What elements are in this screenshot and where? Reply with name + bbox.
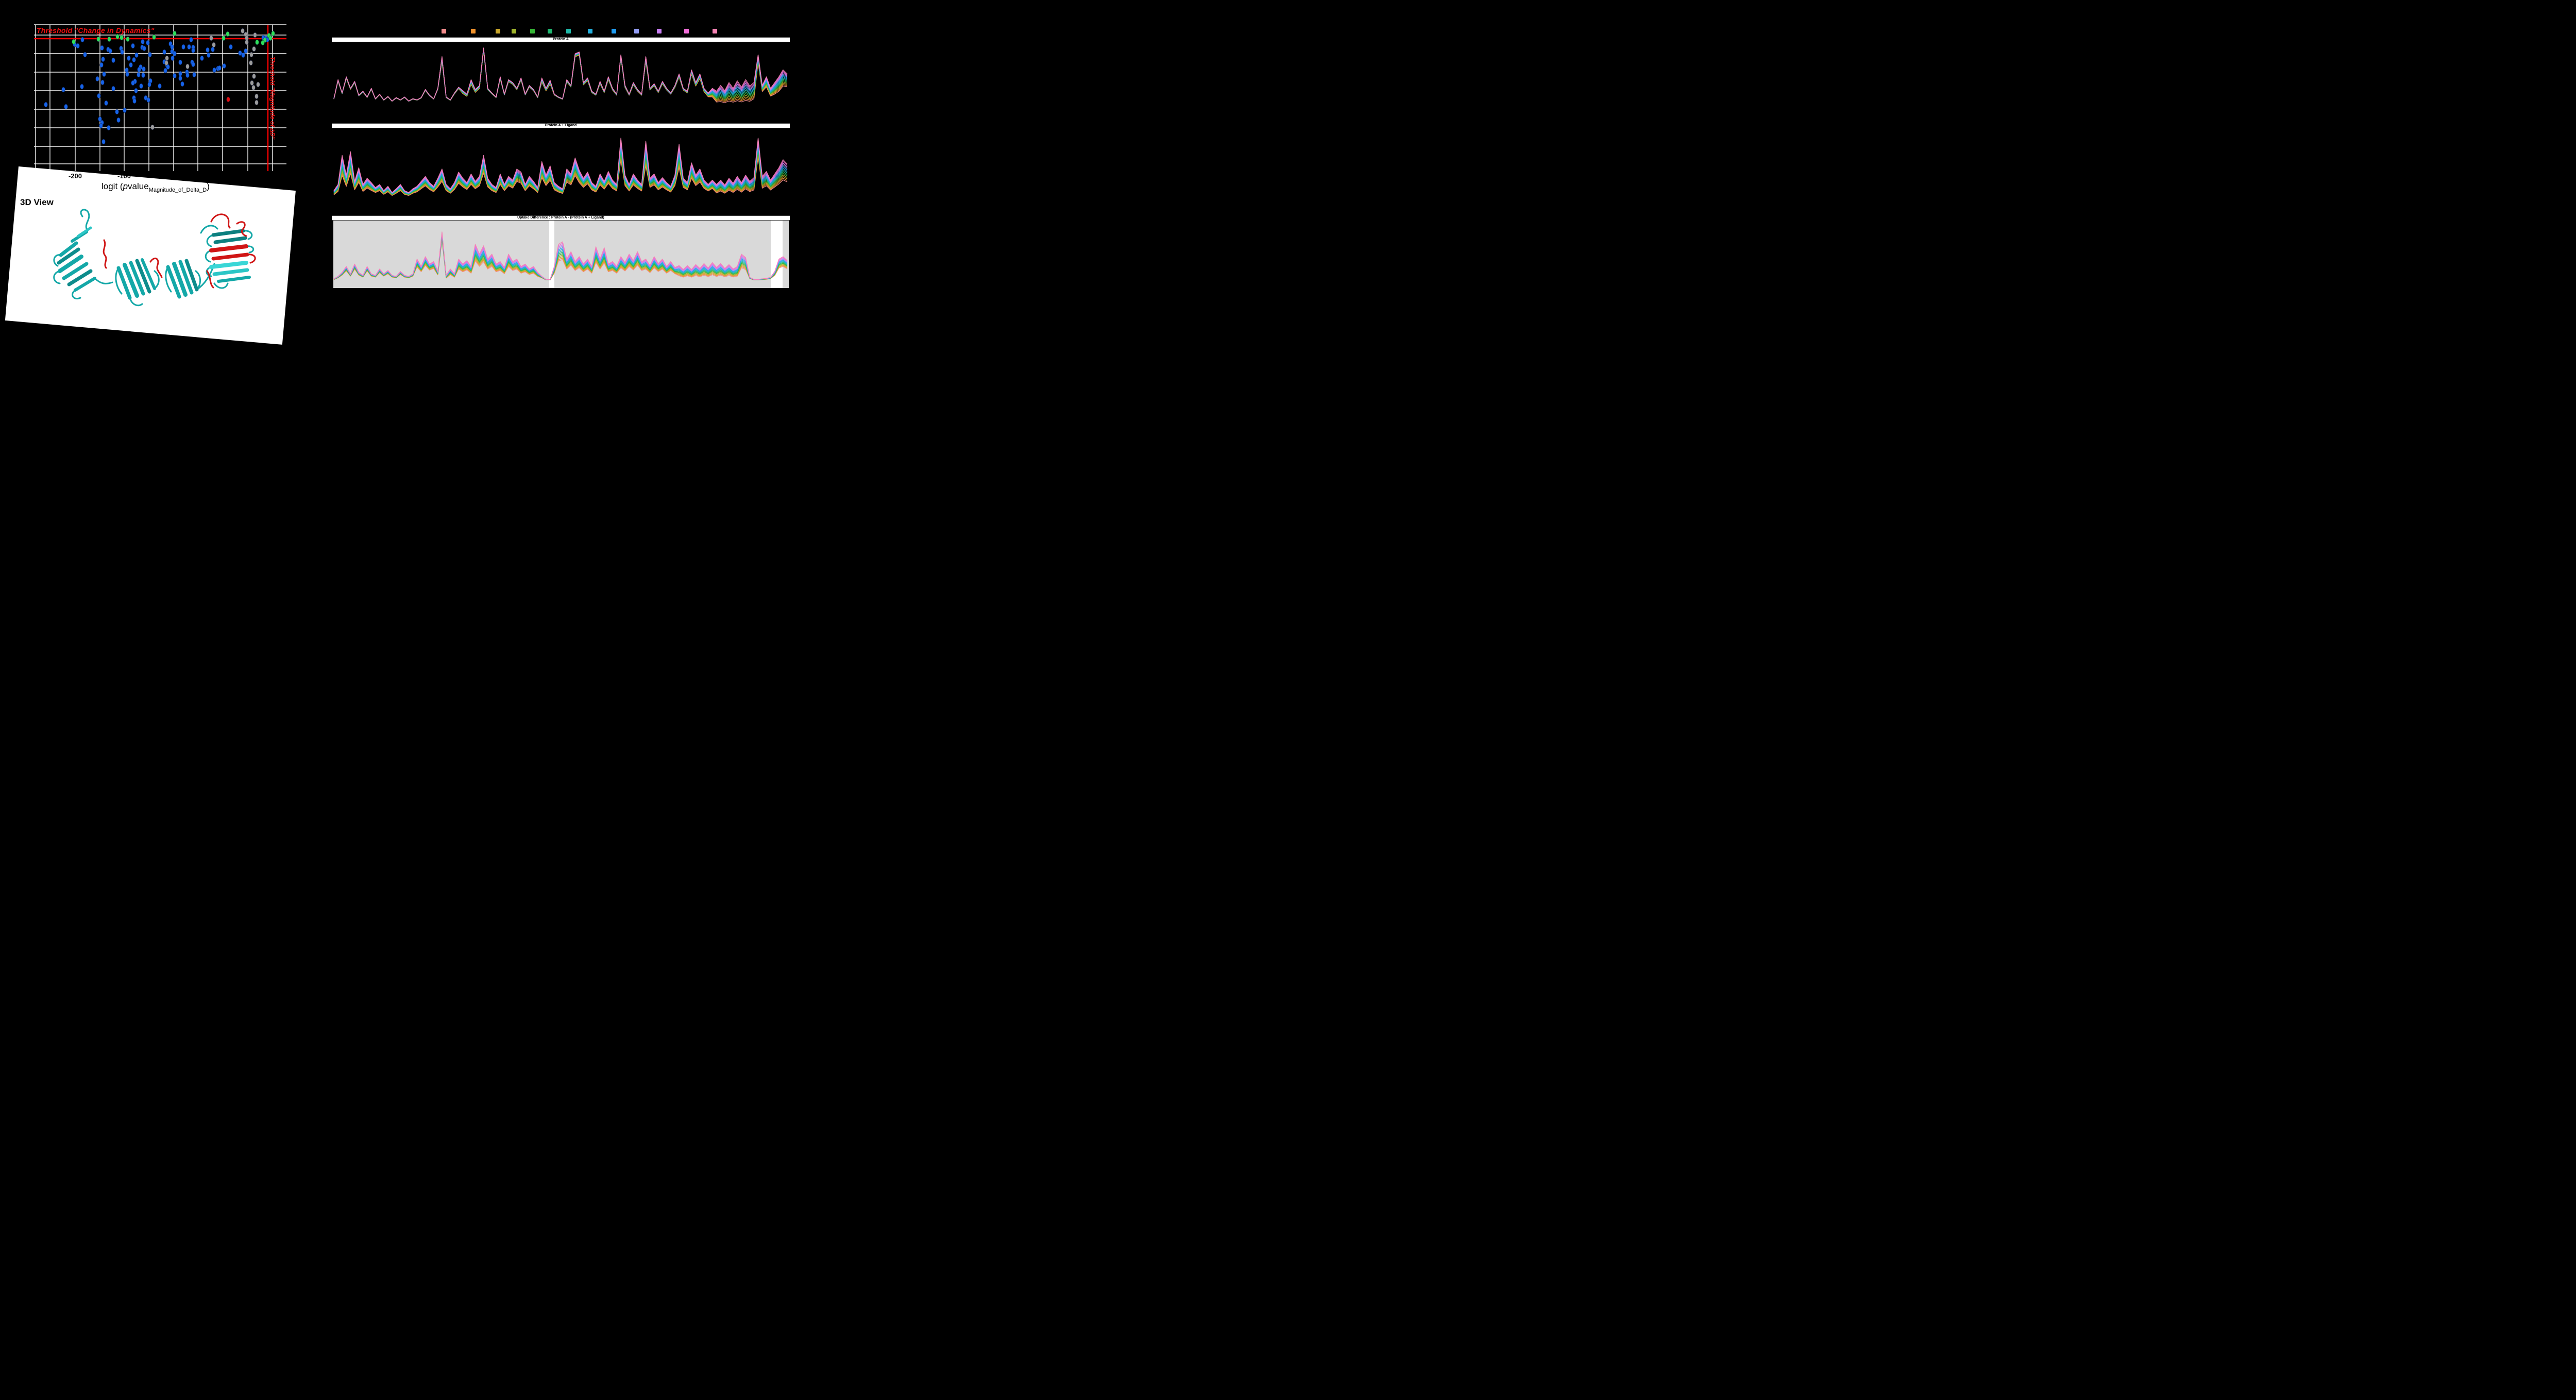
legend-swatch-3 <box>512 29 516 33</box>
legend-swatch-11 <box>684 29 689 33</box>
legend-swatch-10 <box>657 29 662 33</box>
coverage-gap-1 <box>771 220 783 288</box>
legend-swatch-4 <box>530 29 535 33</box>
legend-swatch-12 <box>713 29 717 33</box>
legend-swatch-6 <box>566 29 571 33</box>
panel-title-protein-a: Protein A <box>332 37 790 42</box>
volcano-plot[interactable] <box>0 0 808 310</box>
protein-ribbon-structure[interactable] <box>41 206 263 310</box>
beta-strands-red <box>103 213 256 289</box>
scatter-points-red[interactable] <box>226 96 230 103</box>
scatter-points-gray[interactable] <box>150 28 260 130</box>
coverage-gap-0 <box>549 220 554 288</box>
legend-swatch-8 <box>612 29 616 33</box>
scatter-points-blue[interactable] <box>44 35 269 145</box>
scatter-points-green[interactable] <box>72 30 275 46</box>
beta-strands-teal <box>57 226 251 300</box>
panel-title-protein-a-ligand: Protein A + Ligand <box>332 123 790 128</box>
uptake-lines-panel-2 <box>333 231 788 280</box>
uptake-lines-panel-1 <box>333 138 788 196</box>
legend-swatch-1 <box>471 29 476 33</box>
legend-swatch-0 <box>442 29 446 33</box>
uptake-lines-panel-0 <box>333 47 788 103</box>
legend-swatch-7 <box>588 29 592 33</box>
legend-swatch-9 <box>634 29 639 33</box>
panel-title-uptake-difference: Uptake Difference : Protein A - (Protein… <box>332 215 790 221</box>
hdx-dashboard: Threshold "Change in Dynamics" Threshold… <box>0 0 808 345</box>
legend-swatch-2 <box>496 29 500 33</box>
legend-swatch-5 <box>548 29 552 33</box>
uptake-charts[interactable] <box>0 0 808 310</box>
